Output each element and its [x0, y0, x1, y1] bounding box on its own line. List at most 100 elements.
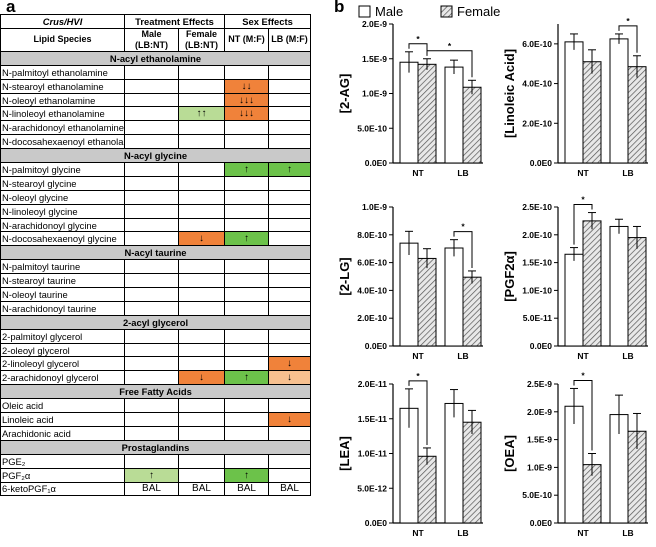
effect-cell	[268, 398, 312, 414]
lipid-name: N-stearoyl taurine	[0, 273, 125, 289]
effect-cell	[124, 398, 179, 414]
effect-cell	[177, 467, 226, 483]
data-bar	[462, 276, 482, 347]
effect-cell	[177, 398, 226, 414]
x-tick-label: LB	[457, 528, 468, 538]
lipid-name: Arachidonic acid	[0, 425, 125, 441]
effect-cell: ↓↓↓	[224, 92, 270, 108]
y-tick-label: 2.0E-10	[357, 313, 387, 323]
y-tick-label: 1.5E-9	[527, 435, 552, 445]
effect-cell	[177, 92, 226, 108]
effect-cell	[124, 64, 179, 80]
effect-cell	[224, 134, 270, 150]
lipid-name: N-palmitoyl taurine	[0, 259, 125, 275]
y-tick-label: 1.0E-9	[362, 89, 387, 99]
x-tick-label: NT	[577, 351, 589, 361]
effect-cell	[224, 328, 270, 344]
effect-cell: BAL	[268, 481, 312, 497]
effect-cell	[177, 259, 226, 275]
effect-cell	[124, 356, 179, 372]
effect-cell	[224, 189, 270, 205]
section-header: 2-acyl glycerol	[0, 314, 312, 330]
effect-cell	[268, 120, 312, 136]
lipid-name: N-docosahexaenoyl glycine	[0, 231, 125, 247]
data-bar	[462, 86, 482, 164]
effect-cell	[268, 287, 312, 302]
y-tick-label: 0.0E0	[365, 518, 387, 528]
legend-female-swatch	[440, 5, 453, 18]
effect-cell	[124, 106, 179, 122]
effect-cell	[177, 189, 226, 205]
effect-cell: ↓	[177, 231, 226, 247]
effect-cell	[124, 162, 179, 177]
data-bar	[444, 402, 464, 524]
effect-cell	[124, 370, 179, 386]
effect-cell	[124, 78, 179, 94]
data-bar	[417, 63, 437, 164]
effect-cell	[224, 175, 270, 191]
significance-bracket	[426, 50, 473, 78]
data-bar	[417, 257, 437, 347]
significance-bracket	[408, 380, 428, 445]
col-header-lb: LB (M:F)	[268, 27, 312, 52]
legend-male-label: Male	[375, 4, 403, 19]
y-tick-label: 0.0E0	[530, 518, 552, 528]
effect-cell	[177, 287, 226, 302]
panel-a-label: a	[6, 0, 16, 16]
effect-cell	[268, 300, 312, 316]
data-bar	[609, 225, 629, 347]
lipid-name: N-arachidonoyl ethanolamine	[0, 120, 125, 136]
y-axis-label: [Linoleic Acid]	[502, 49, 517, 138]
effect-cell	[177, 64, 226, 80]
data-bar	[564, 253, 584, 347]
x-tick-label: NT	[412, 168, 424, 178]
legend-male-swatch	[358, 5, 371, 18]
effect-cell	[224, 217, 270, 233]
effect-cell: BAL	[124, 481, 179, 497]
x-tick-label: LB	[457, 168, 468, 178]
data-bar	[564, 41, 584, 164]
effect-cell	[177, 300, 226, 316]
lipid-name: N-stearoyl ethanolamine	[0, 78, 125, 94]
effect-cell: ↓	[268, 356, 312, 372]
y-tick-label: 6.0E-10	[522, 39, 552, 49]
y-tick-label: 2.0E-10	[522, 118, 552, 128]
y-axis-label: [OEA]	[502, 435, 517, 472]
legend-female-label: Female	[457, 4, 500, 19]
effect-cell	[124, 217, 179, 233]
lipid-name: N-oleoyl taurine	[0, 287, 125, 302]
section-header: Prostaglandins	[0, 439, 312, 455]
lipid-name: N-oleoyl glycine	[0, 189, 125, 205]
effect-cell	[268, 78, 312, 94]
data-bar	[609, 38, 629, 164]
x-tick-label: LB	[622, 351, 633, 361]
effect-cell	[124, 259, 179, 275]
section-header: N-acyl taurine	[0, 245, 312, 261]
effect-cell: ↑	[268, 162, 312, 177]
lipid-name: Oleic acid	[0, 398, 125, 414]
significance-star: *	[461, 222, 465, 232]
effect-cell	[268, 175, 312, 191]
effect-cell: ↑	[224, 370, 270, 386]
data-bar	[627, 237, 647, 347]
effect-cell	[224, 412, 270, 427]
effect-cell	[124, 189, 179, 205]
lipid-name: 2-arachidonoyl glycerol	[0, 370, 125, 386]
x-tick-label: NT	[412, 528, 424, 538]
y-tick-label: 2.5E-9	[527, 379, 552, 389]
effect-cell	[124, 134, 179, 150]
y-tick-label: 1.0E-9	[527, 462, 552, 472]
lipid-name: N-arachidonoyl taurine	[0, 300, 125, 316]
lipid-name: N-stearoyl glycine	[0, 175, 125, 191]
effect-cell	[177, 134, 226, 150]
effect-cell	[124, 342, 179, 358]
effect-cell	[224, 356, 270, 372]
y-tick-label: 5.0E-11	[523, 313, 553, 323]
y-tick-label: 0.0E0	[365, 158, 387, 168]
effect-cell: ↓	[177, 370, 226, 386]
table-body: N-acyl ethanolamine N-palmitoyl ethanolam…	[0, 50, 312, 497]
effect-cell: ↓↓	[224, 78, 270, 94]
data-bar	[582, 61, 602, 164]
effect-cell	[268, 64, 312, 80]
x-tick-label: LB	[457, 351, 468, 361]
